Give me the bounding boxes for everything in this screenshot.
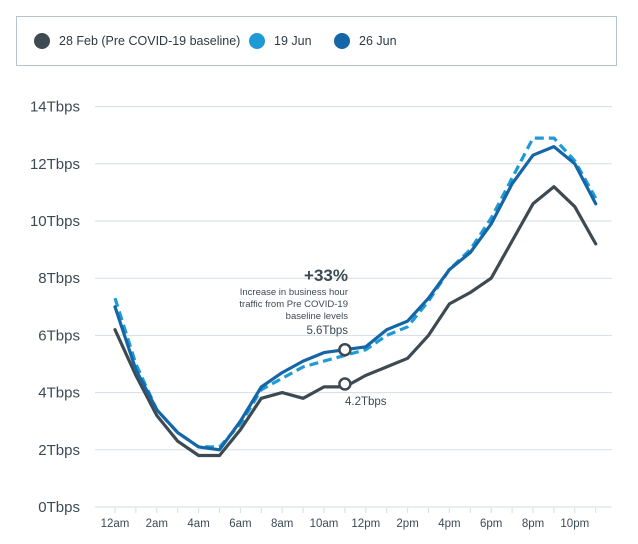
legend-label-19-jun: 19 Jun bbox=[274, 34, 312, 48]
series-layer bbox=[113, 136, 598, 458]
x-tick-label: 8am bbox=[271, 518, 293, 530]
y-tick-label: 14Tbps bbox=[30, 99, 80, 116]
annotation-headline: +33% bbox=[304, 266, 348, 285]
x-tick-label: 4pm bbox=[438, 518, 460, 530]
legend-swatch-baseline bbox=[34, 33, 50, 49]
y-tick-label: 10Tbps bbox=[30, 213, 80, 230]
legend-label-baseline: 28 Feb (Pre COVID-19 baseline) bbox=[59, 34, 241, 48]
x-tick-label: 10pm bbox=[560, 518, 589, 530]
x-tick-label: 2pm bbox=[396, 518, 418, 530]
annotation-note-line: traffic from Pre COVID-19 bbox=[239, 299, 348, 310]
annotation-layer: +33% Increase in business hour traffic f… bbox=[239, 266, 386, 408]
x-tick-label: 8pm bbox=[522, 518, 544, 530]
annotation-high-value: 5.6Tbps bbox=[306, 325, 348, 337]
x-tick-label: 2am bbox=[146, 518, 168, 530]
series-line-26-jun bbox=[113, 145, 598, 452]
legend-item-26-jun: 26 Jun bbox=[334, 33, 397, 49]
annotation-low-value: 4.2Tbps bbox=[345, 396, 387, 408]
x-tick-label: 6pm bbox=[480, 518, 502, 530]
grid-layer bbox=[95, 106, 612, 508]
legend: 28 Feb (Pre COVID-19 baseline) 19 Jun 26… bbox=[16, 16, 617, 66]
y-axis-ticks: 0Tbps 2Tbps 4Tbps 6Tbps 8Tbps 10Tbps 12Tbps 14T… bbox=[30, 99, 80, 516]
legend-label-26-jun: 26 Jun bbox=[359, 34, 397, 48]
annotation-note-line: Increase in business hour bbox=[240, 287, 348, 298]
legend-item-19-jun: 19 Jun bbox=[249, 33, 312, 49]
x-tick-label: 6am bbox=[229, 518, 251, 530]
legend-swatch-19-jun bbox=[249, 33, 265, 49]
annotation-note-line: baseline levels bbox=[286, 311, 349, 322]
y-tick-label: 12Tbps bbox=[30, 156, 80, 173]
annotation-marker-high bbox=[338, 342, 352, 357]
x-tick-label: 12am bbox=[101, 518, 130, 530]
y-tick-label: 8Tbps bbox=[38, 270, 80, 287]
y-tick-label: 6Tbps bbox=[38, 327, 80, 344]
x-tick-label: 10am bbox=[310, 518, 339, 530]
y-tick-label: 2Tbps bbox=[38, 442, 80, 459]
x-tick-label: 4am bbox=[187, 518, 209, 530]
y-tick-label: 0Tbps bbox=[38, 499, 80, 516]
x-axis-ticks: 12am 2am 4am 6am 8am 10am 12pm 2pm 4pm 6pm 8pm 10pm bbox=[101, 508, 597, 530]
annotation-marker-low bbox=[338, 377, 352, 391]
y-tick-label: 4Tbps bbox=[38, 385, 80, 402]
legend-swatch-26-jun bbox=[334, 33, 350, 49]
x-tick-label: 12pm bbox=[351, 518, 380, 530]
series-line-28-feb-pre-covid-19-baseline- bbox=[113, 185, 598, 458]
legend-item-baseline: 28 Feb (Pre COVID-19 baseline) bbox=[34, 33, 240, 49]
